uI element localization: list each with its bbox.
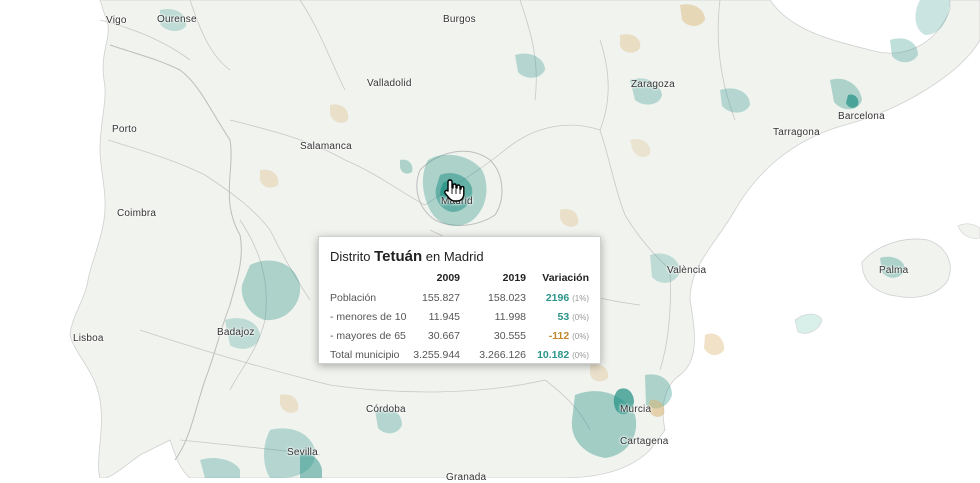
table-row: Total municipio 3.255.944 3.266.126 10.1… [330, 346, 589, 365]
city-label-palma: Palma [879, 265, 909, 276]
tooltip-title-suffix: en Madrid [425, 249, 484, 264]
city-label-zaragoza: Zaragoza [631, 79, 675, 90]
mallorca-island [861, 238, 951, 298]
variation-percent: (1%) [572, 294, 589, 303]
variation-cell: -112 (0%) [526, 327, 589, 346]
header-2009: 2009 [436, 272, 460, 284]
city-label-valladolid: Valladolid [367, 78, 412, 89]
variation-cell: 10.182 (0%) [526, 346, 589, 365]
tooltip-table: 2009 2019 Variación Población 155.827 15… [330, 271, 589, 365]
city-label-cartagena: Cartagena [620, 436, 669, 447]
value-2019: 30.555 [493, 330, 526, 342]
table-row: - menores de 10 11.945 11.998 53 (0%) [330, 308, 589, 327]
city-label-burgos: Burgos [443, 14, 476, 25]
table-row: - mayores de 65 30.667 30.555 -112 (0%) [330, 327, 589, 346]
value-2009: 155.827 [422, 292, 460, 304]
tooltip-header-row: 2009 2019 Variación [330, 271, 589, 289]
menorca-island [957, 223, 980, 239]
tooltip-title: Distrito Tetuán en Madrid [330, 248, 589, 265]
variation-value: 2196 [545, 292, 570, 304]
variation-percent: (0%) [572, 313, 589, 322]
table-row: Población 155.827 158.023 2196 (1%) [330, 289, 589, 308]
header-variation: Variación [542, 272, 589, 284]
variation-percent: (0%) [572, 332, 589, 341]
city-label-murcia: Murcia [620, 404, 652, 415]
region-borders [99, 0, 736, 456]
city-label-salamanca: Salamanca [300, 141, 352, 152]
value-2009: 11.945 [428, 311, 460, 323]
variation-value: 53 [557, 311, 570, 323]
city-label-cordoba: Córdoba [366, 404, 406, 415]
city-label-tarragona: Tarragona [773, 127, 820, 138]
city-label-vigo: Vigo [106, 15, 127, 26]
variation-value: -112 [548, 330, 570, 342]
row-label: - menores de 10 [330, 311, 407, 323]
madrid-community-border [416, 150, 503, 226]
population-decline-areas [260, 4, 725, 417]
row-label: - mayores de 65 [330, 330, 406, 342]
variation-cell: 53 (0%) [526, 308, 590, 327]
variation-percent: (0%) [572, 351, 589, 360]
hand-pointer-icon [444, 179, 465, 202]
city-label-sevilla: Sevilla [287, 447, 318, 458]
value-2009: 30.667 [427, 330, 460, 342]
variation-value: 10.182 [537, 349, 570, 361]
district-tooltip: Distrito Tetuán en Madrid 2009 2019 Vari… [318, 236, 601, 364]
row-label: Total municipio [330, 349, 400, 361]
value-2019: 158.023 [488, 292, 526, 304]
row-label: Población [330, 292, 377, 304]
portugal-spain-border [109, 44, 242, 461]
city-label-ourense: Ourense [157, 14, 197, 25]
ibiza-island [794, 313, 823, 334]
variation-cell: 2196 (1%) [526, 289, 589, 308]
city-label-valencia: València [667, 265, 707, 276]
value-2019: 11.998 [494, 311, 526, 323]
header-2019: 2019 [502, 272, 526, 284]
value-2009: 3.255.944 [413, 349, 460, 361]
header-label [330, 271, 408, 289]
tooltip-district-name: Tetuán [374, 248, 423, 265]
value-2019: 3.266.126 [479, 349, 526, 361]
tooltip-title-prefix: Distrito [330, 249, 371, 264]
city-label-porto: Porto [112, 124, 137, 135]
population-growth-areas [160, 0, 950, 478]
city-label-barcelona: Barcelona [838, 111, 885, 122]
city-label-badajoz: Badajoz [217, 327, 255, 338]
city-label-lisboa: Lisboa [73, 333, 104, 344]
city-label-coimbra: Coimbra [117, 208, 157, 219]
